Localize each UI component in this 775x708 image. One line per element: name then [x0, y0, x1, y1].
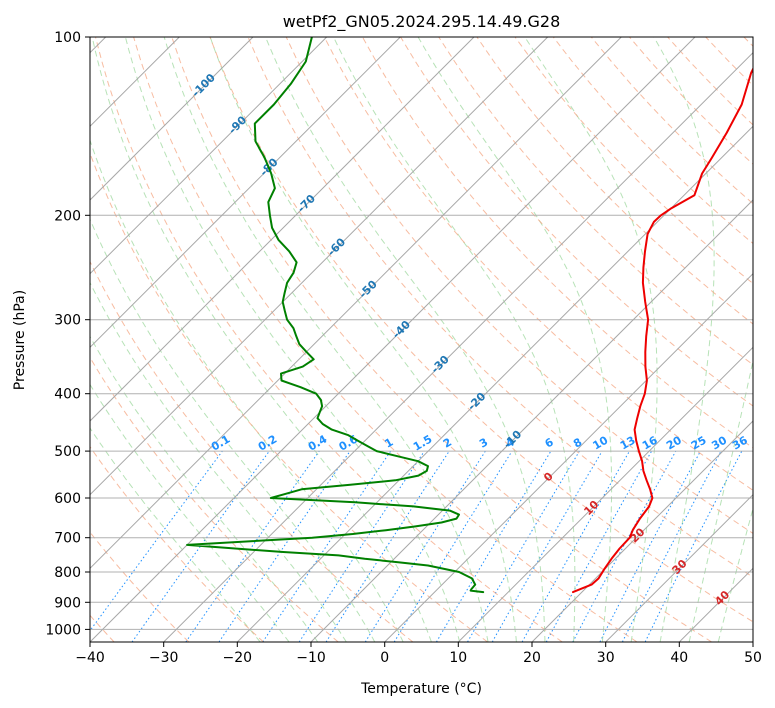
isotherm-line	[531, 420, 753, 642]
y-tick-label: 200	[54, 208, 81, 224]
y-tick-label: 800	[54, 565, 81, 581]
x-tick-label: −20	[223, 650, 253, 666]
isotherm-line	[90, 37, 254, 201]
x-axis-label: Temperature (°C)	[360, 681, 482, 697]
isotherm-line	[310, 199, 753, 642]
temperature-profile-line	[572, 66, 753, 594]
mixing-ratio-lines	[90, 450, 743, 642]
mixing-ratio-line	[545, 450, 653, 642]
mixing-ratio-line	[572, 450, 677, 642]
dry-adiabat-line	[323, 37, 753, 491]
mixing-ratio-line	[90, 450, 223, 632]
dry-adiabat-line	[90, 356, 339, 642]
moist-adiabat-line	[90, 138, 404, 642]
y-axis-label: Pressure (hPa)	[12, 290, 28, 390]
x-tick-label: −40	[75, 650, 105, 666]
moist-adiabat-line	[90, 383, 290, 642]
mixing-ratio-line	[325, 450, 450, 642]
moist-adiabat-line	[265, 37, 546, 642]
y-tick-label: 500	[54, 444, 81, 460]
isotherm-line	[90, 37, 622, 570]
mixing-ratio-line	[644, 450, 743, 642]
mixing-ratio-line	[185, 450, 320, 642]
isotherm-line	[90, 37, 475, 422]
mixing-ratio-line	[131, 450, 270, 642]
x-tick-label: 0	[380, 650, 389, 666]
mixing-ratio-line	[262, 450, 392, 642]
y-tick-label: 700	[54, 531, 81, 547]
dry-adiabat-line	[247, 37, 753, 578]
x-tick-label: 10	[449, 650, 467, 666]
moist-adiabat-line	[90, 427, 261, 642]
dry-adiabat-line	[171, 37, 712, 642]
dry-adiabats	[90, 37, 753, 642]
x-tick-label: −10	[296, 650, 326, 666]
isotherm-line	[90, 37, 696, 642]
mixing-ratio-line	[218, 450, 351, 642]
moist-adiabat-line	[91, 37, 432, 642]
moist-adiabat-line	[124, 37, 461, 642]
mixing-ratio-line	[298, 450, 425, 642]
dry-adiabat-line	[133, 37, 638, 642]
moist-adiabat-line	[90, 335, 319, 642]
x-tick-label: 30	[597, 650, 615, 666]
y-tick-label: 900	[54, 595, 81, 611]
y-tick-label: 100	[54, 30, 81, 46]
plot-area: 0.1 0.2 0.4 0.6 1 1.5 2 3 4 6 8 10 13 16 20 25 30 36-100-…	[90, 37, 753, 642]
y-tick-label: 400	[54, 387, 81, 403]
moist-adiabat-line	[717, 506, 753, 642]
moist-adiabat-line	[417, 37, 613, 642]
dry-adiabat-line	[90, 260, 414, 642]
isotherm-line	[457, 346, 753, 642]
chart-title: wetPf2_GN05.2024.295.14.49.G28	[283, 12, 561, 32]
dry-adiabat-line	[476, 37, 753, 325]
x-tick-label: 50	[744, 650, 762, 666]
dry-adiabat-line	[514, 37, 753, 285]
isotherm-line	[236, 125, 753, 642]
dry-adiabat-line	[90, 445, 264, 642]
moist-adiabat-line	[90, 218, 376, 642]
isotherm-line	[605, 493, 753, 642]
moist-adiabat-line	[688, 358, 753, 642]
isotherm-line	[90, 37, 328, 275]
isotherm-line	[90, 37, 401, 349]
y-tick-label: 1000	[45, 622, 81, 638]
mixing-ratio-line	[393, 450, 513, 642]
x-tick-label: −30	[149, 650, 179, 666]
grid-lines	[90, 37, 753, 642]
dry-adiabat-line	[95, 37, 563, 642]
moist-adiabat-line	[209, 37, 517, 642]
moist-adiabats	[90, 37, 753, 642]
moist-adiabat-line	[653, 37, 715, 642]
mixing-ratio-line	[521, 450, 630, 642]
isotherm-line	[384, 272, 753, 642]
axes: −40 −30 −20 −10 0 10 20 30 40 50 100 200 300 400 500 60…	[45, 30, 762, 666]
dewpoint-profile-line	[186, 37, 485, 594]
x-tick-label: 20	[523, 650, 541, 666]
sounding-series	[186, 37, 753, 594]
moist-adiabat-line	[90, 281, 347, 642]
x-tick-label: 40	[670, 650, 688, 666]
dry-adiabat-line	[285, 37, 753, 535]
dry-adiabat-line	[209, 37, 753, 623]
y-tick-label: 600	[54, 491, 81, 507]
isotherm-line	[90, 37, 549, 496]
moist-adiabat-line	[524, 37, 658, 642]
y-tick-label: 300	[54, 313, 81, 329]
plot-frame	[89, 36, 754, 643]
